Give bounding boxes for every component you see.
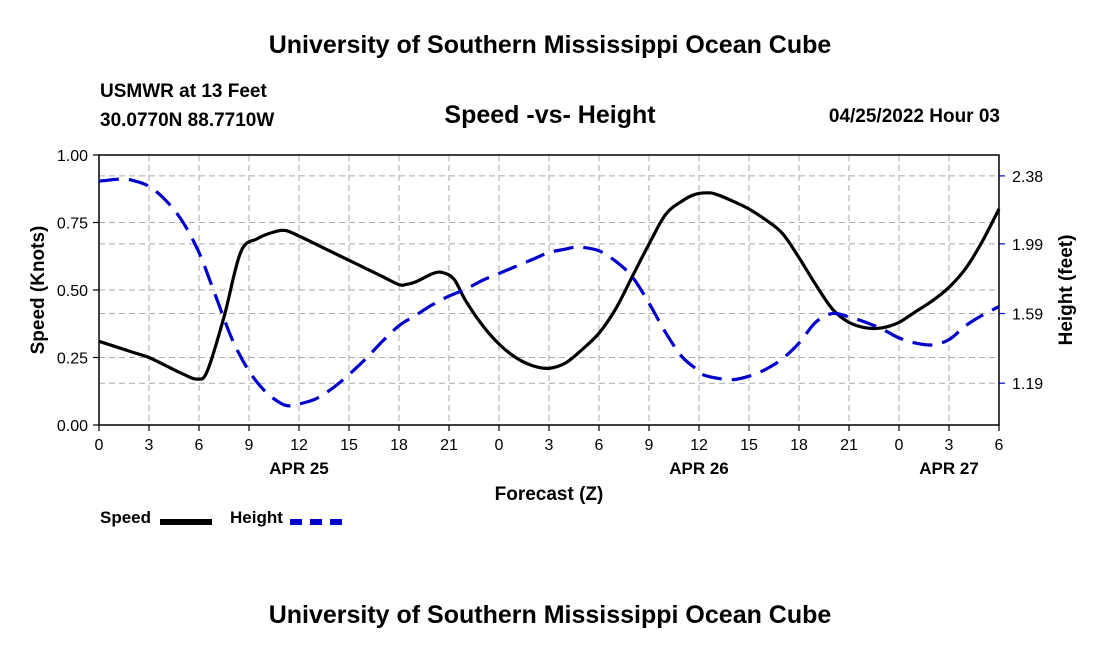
x-tick-label: 3	[945, 437, 954, 454]
chart-title: Speed -vs- Height	[444, 101, 656, 129]
x-tick-label: 6	[595, 437, 604, 454]
station-info: USMWR at 13 Feet 30.0770N 88.7710W	[100, 77, 274, 135]
x-tick-label: 12	[290, 437, 308, 454]
legend-height-swatch	[290, 519, 342, 525]
legend-speed-label: Speed	[100, 508, 152, 527]
station-name: USMWR at 13 Feet	[100, 81, 267, 102]
forecast-datetime: 04/25/2022 Hour 03	[828, 106, 1000, 127]
legend-height: Height	[230, 508, 283, 528]
y-axis-label: Speed (Knots)	[28, 226, 49, 355]
y-tick-label: 0.75	[57, 216, 88, 233]
y-tick-label: 0.25	[57, 351, 88, 368]
x-tick-label: 21	[840, 437, 858, 454]
y-tick-label: 1.00	[57, 148, 88, 165]
y2-tick-label: 2.38	[1012, 169, 1043, 186]
x-axis-label: Forecast (Z)	[495, 484, 604, 505]
x-tick-label: 0	[895, 437, 904, 454]
x-tick-label: 6	[995, 437, 1004, 454]
x-tick-label: 3	[545, 437, 554, 454]
x-tick-label: 21	[440, 437, 458, 454]
x-date-label: APR 27	[919, 459, 979, 478]
x-tick-label: 0	[95, 437, 104, 454]
series-lines	[98, 177, 1001, 408]
x-date-label: APR 26	[669, 459, 729, 478]
legend-height-label: Height	[230, 508, 283, 527]
footer-title: University of Southern Mississippi Ocean…	[268, 601, 832, 629]
x-date-label: APR 25	[269, 459, 329, 478]
x-tick-label: 9	[645, 437, 654, 454]
y2-tick-label: 1.99	[1012, 237, 1043, 254]
legend-speed-swatch	[160, 519, 212, 525]
x-tick-label: 3	[145, 437, 154, 454]
x-tick-label: 15	[340, 437, 358, 454]
x-tick-label: 12	[690, 437, 708, 454]
y2-tick-label: 1.19	[1012, 376, 1043, 393]
y-tick-label: 0.50	[57, 283, 88, 300]
page-title: University of Southern Mississippi Ocean…	[268, 31, 832, 59]
series-line-height	[98, 177, 1000, 408]
series-line-speed	[98, 191, 1001, 381]
y2-tick-label: 1.59	[1012, 307, 1043, 324]
legend-speed: Speed	[100, 508, 151, 528]
x-tick-label: 6	[195, 437, 204, 454]
x-tick-label: 18	[790, 437, 808, 454]
y2-axis-label: Height (feet)	[1056, 235, 1077, 346]
x-tick-label: 18	[390, 437, 408, 454]
axes: 0 3 6 9 12 15 18 21 0 3 6 9 12 15 18 21 0 3 6 APR 25 APR 26 A…	[57, 148, 1043, 478]
station-coordinates: 30.0770N 88.7710W	[100, 110, 275, 131]
x-tick-label: 15	[740, 437, 758, 454]
x-tick-label: 9	[245, 437, 254, 454]
x-tick-label: 0	[495, 437, 504, 454]
grid-lines	[99, 154, 999, 425]
y-tick-label: 0.00	[57, 418, 88, 435]
